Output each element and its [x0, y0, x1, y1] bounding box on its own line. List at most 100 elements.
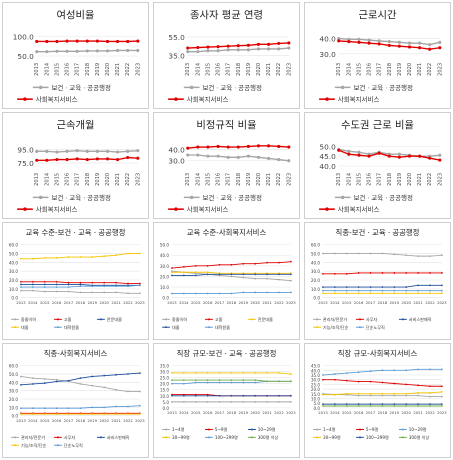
data-point: [116, 150, 120, 154]
data-point: [428, 43, 432, 47]
data-point: [290, 279, 292, 282]
y-tick-label: 60.0: [311, 243, 321, 248]
legend-label: 100~299명: [215, 434, 238, 440]
data-point: [381, 381, 384, 384]
data-point: [79, 281, 82, 284]
legend-marker: [14, 318, 17, 321]
data-point: [171, 271, 173, 274]
data-point: [218, 394, 221, 397]
data-point: [369, 405, 372, 407]
data-point: [115, 254, 117, 257]
data-point: [357, 380, 360, 383]
x-tick-label: 2023: [437, 301, 447, 305]
legend-marker: [56, 318, 59, 321]
data-point: [357, 394, 360, 397]
data-point: [103, 413, 106, 415]
x-tick-label: 2020: [407, 63, 413, 76]
y-tick-label: 0.0: [11, 296, 18, 301]
data-point: [171, 371, 173, 374]
chart-svg: 비정규직 비율 30.0 40.0 2013 2014 2015 2016 2017 2018 2…: [168, 120, 292, 214]
x-tick-label: 2014: [195, 63, 201, 76]
data-point: [55, 283, 58, 286]
legend-marker: [23, 207, 27, 211]
data-point: [369, 289, 372, 292]
data-point: [116, 39, 120, 44]
y-tick-label: 30.0: [9, 389, 19, 394]
data-point: [55, 378, 58, 381]
legend-marker: [99, 436, 102, 439]
data-point: [67, 281, 70, 284]
data-point: [236, 145, 240, 149]
legend-marker: [358, 326, 361, 329]
x-tick-label: 2021: [262, 301, 272, 305]
data-point: [236, 48, 240, 52]
data-point: [196, 153, 200, 157]
x-tick-label: 2015: [54, 173, 60, 186]
data-point: [43, 280, 46, 283]
x-tick-label: 2019: [239, 301, 249, 305]
data-point: [441, 292, 443, 295]
data-point: [322, 272, 324, 275]
data-point: [115, 285, 117, 288]
data-point: [407, 41, 412, 45]
legend-marker: [316, 428, 319, 431]
data-point: [182, 274, 185, 277]
data-point: [43, 286, 46, 288]
x-tick-label: 2021: [111, 301, 121, 305]
legend-label: 고졸: [64, 317, 72, 322]
y-tick-label: 30.0: [160, 370, 170, 375]
data-point: [417, 255, 419, 258]
data-point: [103, 406, 106, 409]
chart-title: 교육 수준-보건ㆍ교육ㆍ공공행정: [26, 228, 126, 237]
legend-label: 300명 이상: [409, 434, 430, 440]
data-point: [206, 292, 209, 295]
x-tick-label: 2019: [397, 63, 403, 76]
chart-svg: 직종-보건ㆍ교육ㆍ공공행정 0.0 10.0 20.0 30.0 40.0 50.0 60.0…: [311, 228, 447, 330]
data-point: [206, 45, 210, 49]
data-point: [20, 383, 22, 386]
data-point: [429, 284, 431, 287]
data-point: [103, 291, 106, 294]
x-tick-label: 2015: [205, 63, 211, 76]
legend-label: 전문대졸: [107, 316, 122, 322]
data-point: [357, 289, 360, 292]
x-tick-label: 2013: [167, 301, 177, 305]
x-tick-label: 2014: [28, 419, 38, 423]
x-tick-label: 2015: [54, 63, 60, 76]
data-point: [182, 379, 185, 381]
data-point: [139, 292, 141, 295]
data-point: [322, 378, 324, 381]
data-point: [75, 49, 79, 53]
legend-marker: [174, 97, 178, 101]
data-point: [429, 272, 431, 274]
data-point: [405, 394, 408, 397]
data-point: [441, 284, 443, 287]
data-point: [393, 382, 396, 385]
x-tick-label: 2021: [262, 411, 272, 415]
data-point: [347, 149, 351, 153]
x-tick-label: 2021: [266, 63, 272, 76]
data-point: [206, 49, 210, 53]
data-point: [226, 48, 230, 52]
x-tick-label: 2022: [125, 63, 131, 76]
data-point: [171, 267, 173, 269]
data-point: [103, 281, 106, 284]
data-point: [31, 257, 34, 260]
y-tick-label: 30.0: [319, 50, 336, 59]
x-tick-label: 2015: [191, 411, 201, 415]
legend-label: 기능/조작/단순: [21, 442, 47, 448]
chart-svg: 근로시간 30.0 40.0 2013 2014 2015 2016 2017 2018 2019…: [319, 10, 443, 104]
data-point: [194, 400, 197, 403]
data-point: [322, 292, 324, 295]
data-point: [171, 274, 173, 277]
data-point: [429, 289, 431, 292]
y-tick-label: 45.0: [311, 364, 321, 369]
data-point: [186, 146, 190, 150]
data-point: [55, 290, 58, 293]
legend-label: 기능/조작/단순: [323, 324, 349, 330]
x-tick-label: 2021: [417, 173, 423, 186]
data-point: [381, 289, 384, 292]
data-point: [254, 400, 257, 403]
legend-label: 사회복지서비스: [338, 205, 380, 214]
y-tick-label: 50.0: [17, 52, 34, 61]
